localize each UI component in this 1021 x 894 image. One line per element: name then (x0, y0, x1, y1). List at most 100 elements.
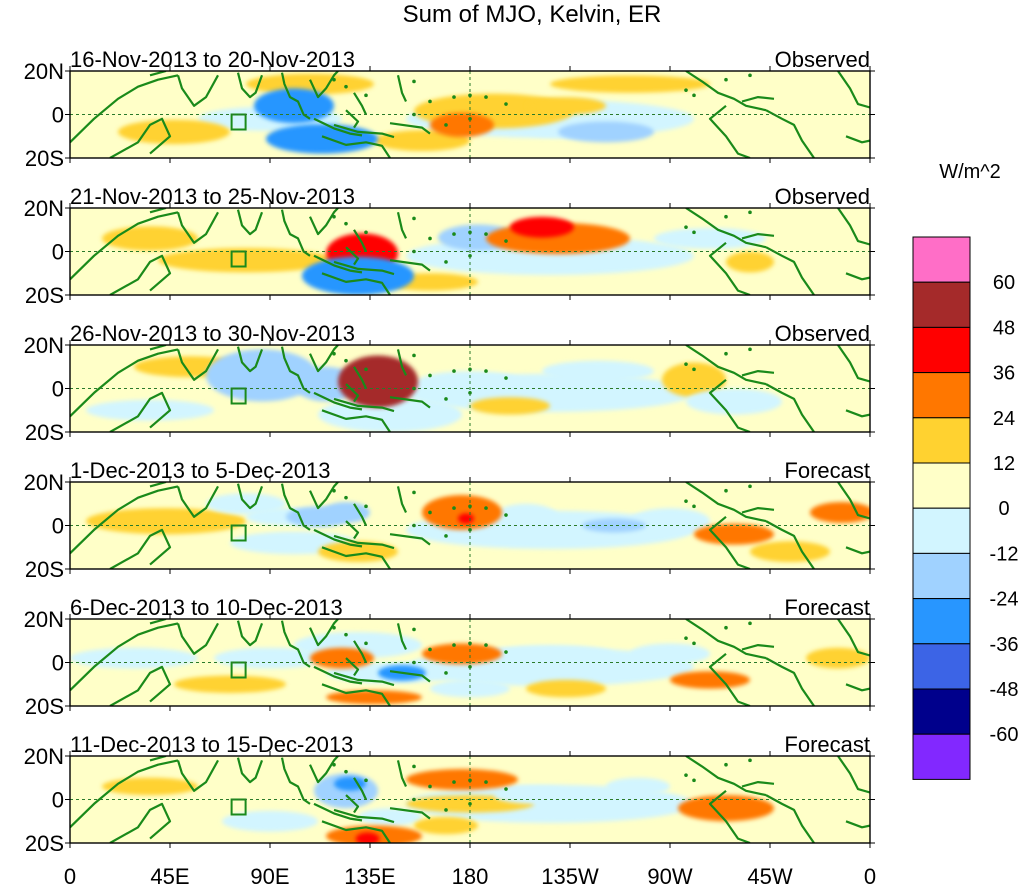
coastline (353, 503, 367, 526)
latitude-label: 0 (52, 788, 64, 813)
island (692, 641, 696, 646)
island (364, 504, 368, 509)
coastline (313, 254, 363, 274)
coastline (321, 546, 391, 569)
anomaly-contour (422, 495, 502, 530)
latitude-label: 20S (25, 831, 64, 856)
island (692, 230, 696, 235)
anomaly-contour (246, 73, 374, 95)
colorbar-swatch (912, 507, 971, 554)
latitude-label: 20S (25, 420, 64, 445)
longitude-axis: 0 45E 90E 135E 180 135W 90W 45W 0 (64, 864, 876, 889)
coastline (396, 760, 407, 787)
coastline (149, 208, 167, 214)
island (684, 362, 688, 366)
anomaly-contour (406, 769, 518, 790)
colorbar-swatch (912, 236, 971, 283)
island (748, 73, 752, 78)
island (444, 808, 448, 812)
island (484, 232, 488, 236)
island (484, 95, 488, 99)
island (428, 373, 432, 378)
map-panel: 21-Nov-2013 to 25-Nov-2013 Observed 20N 0 20… (24, 184, 875, 308)
anomaly-contour (686, 388, 782, 415)
coastline (280, 72, 311, 120)
island (468, 117, 472, 121)
coastline (149, 619, 167, 625)
island (428, 647, 432, 652)
coastline (176, 74, 219, 107)
island (428, 99, 432, 104)
coastline (389, 259, 431, 272)
island (444, 534, 448, 538)
coastline (741, 507, 775, 514)
panel-date-range: 6-Dec-2013 to 10-Dec-2013 (70, 595, 343, 620)
coastline (389, 396, 431, 409)
island (428, 510, 432, 515)
coastline (685, 482, 767, 523)
anomaly-contour (670, 671, 750, 689)
coastline (389, 122, 431, 135)
coastline (280, 757, 311, 805)
coastline (149, 756, 167, 762)
island (428, 784, 432, 789)
island (332, 625, 336, 630)
coastline (313, 391, 363, 411)
coastline (845, 409, 870, 418)
coastlines (70, 619, 870, 706)
island (468, 391, 472, 395)
coastline (708, 104, 751, 158)
island (684, 499, 688, 503)
panel-status: Forecast (784, 732, 870, 757)
anomaly-field (118, 73, 710, 154)
coastline (236, 72, 264, 99)
island (364, 367, 368, 372)
island (484, 506, 488, 510)
coastline (837, 756, 870, 794)
island (364, 778, 368, 783)
coastline (176, 485, 219, 518)
coastline (70, 74, 179, 144)
coastline (685, 71, 767, 112)
map-panel: 6-Dec-2013 to 10-Dec-2013 Forecast 20N 0 20S (24, 595, 875, 719)
longitude-label: 135E (344, 864, 395, 889)
island (332, 214, 336, 219)
anomaly-contour (102, 777, 198, 796)
panel-date-range: 1-Dec-2013 to 5-Dec-2013 (70, 458, 330, 483)
island (484, 369, 488, 373)
anomaly-contour (582, 518, 646, 533)
coastline (685, 208, 767, 249)
colorbar-tick-label: -36 (990, 634, 1019, 656)
anomaly-contour (318, 541, 398, 563)
coastline (708, 652, 751, 706)
coastline (109, 117, 172, 158)
island (468, 665, 472, 669)
island (412, 353, 416, 358)
island (724, 214, 728, 219)
island (504, 650, 508, 654)
coastline (236, 209, 264, 236)
island (724, 762, 728, 767)
coastline (353, 229, 367, 252)
anomaly-contour (810, 502, 870, 523)
coastline (333, 534, 395, 550)
anomaly-contour (510, 216, 574, 238)
anomaly-contour (558, 121, 654, 143)
anomaly-contour (358, 808, 422, 826)
coastline (396, 623, 407, 650)
coastline (333, 671, 395, 687)
coastline (837, 71, 870, 109)
coastline (109, 665, 172, 706)
island (724, 625, 728, 630)
coastline (396, 75, 407, 102)
coastline (333, 123, 395, 139)
anomaly-contour (550, 75, 710, 93)
colorbar-swatch (912, 417, 971, 464)
latitude-label: 20S (25, 557, 64, 582)
coastline (149, 71, 167, 77)
anomaly-contour (86, 508, 246, 535)
colorbar-tick-label: 60 (993, 272, 1015, 294)
anomaly-contour (678, 795, 774, 822)
latitude-label: 0 (52, 240, 64, 265)
coastline (109, 391, 172, 432)
